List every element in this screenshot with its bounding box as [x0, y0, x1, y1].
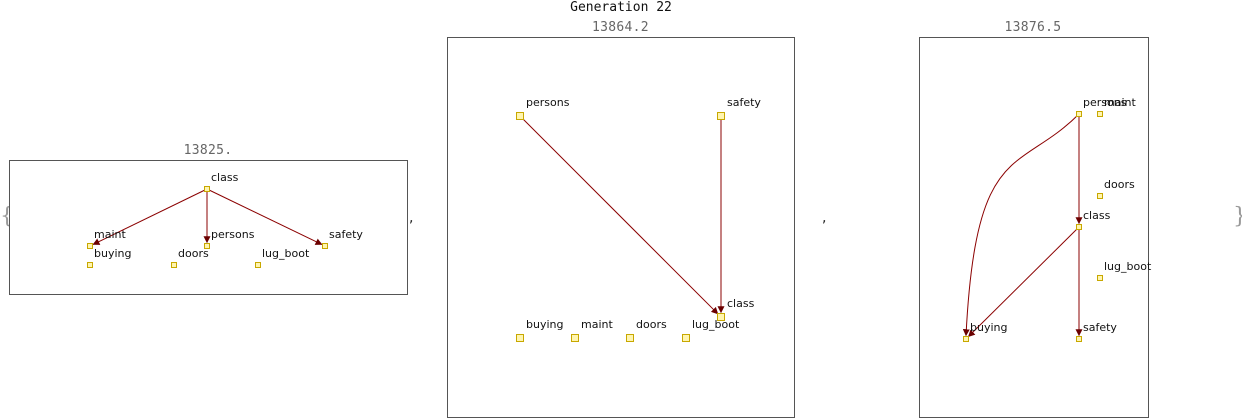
node-lug_boot	[1097, 275, 1103, 281]
node-label-maint: maint	[581, 318, 613, 331]
panel-1-frame	[9, 160, 408, 295]
edge-class-to-buying	[967, 226, 1080, 338]
node-persons	[516, 112, 524, 120]
node-label-buying: buying	[94, 247, 131, 260]
node-buying	[516, 334, 524, 342]
edge-persons-to-buying	[962, 113, 1080, 337]
panel-2-score: 13864.2	[592, 20, 649, 35]
node-label-safety: safety	[329, 228, 363, 241]
node-lug_boot	[682, 334, 690, 342]
close-brace: }	[1233, 204, 1242, 229]
panel-2-frame	[447, 37, 795, 418]
node-class	[717, 313, 725, 321]
node-buying	[87, 262, 93, 268]
node-label-maint: maint	[1104, 96, 1136, 109]
node-safety	[717, 112, 725, 120]
node-doors	[1097, 193, 1103, 199]
panel-2-graph: persons safety class buying maint doors lug_bo…	[516, 96, 761, 342]
node-maint	[571, 334, 579, 342]
node-label-doors: doors	[1104, 178, 1135, 191]
node-persons	[1076, 111, 1082, 117]
node-label-lug_boot: lug_boot	[1104, 260, 1152, 273]
node-lug_boot	[255, 262, 261, 268]
node-label-doors: doors	[178, 247, 209, 260]
node-label-persons: persons	[1083, 96, 1127, 109]
node-label-safety: safety	[1083, 321, 1117, 334]
node-safety	[1076, 336, 1082, 342]
page-title: Generation 22	[570, 0, 672, 15]
node-label-persons: persons	[211, 228, 255, 241]
panel-1-graph: class maint persons safety buying doors lug_bo…	[87, 171, 363, 268]
node-label-buying: buying	[970, 321, 1007, 334]
edge-class-to-maint	[92, 188, 208, 245]
node-class	[1076, 224, 1082, 230]
panel-3-frame	[919, 37, 1149, 418]
node-maint	[1097, 111, 1103, 117]
edge-class-to-safety	[206, 188, 323, 245]
node-label-persons: persons	[526, 96, 570, 109]
node-label-class: class	[211, 171, 239, 184]
node-label-lug_boot: lug_boot	[262, 247, 310, 260]
panel-3-score: 13876.5	[1004, 20, 1062, 35]
separator-comma-2: ,	[822, 210, 827, 226]
node-class	[204, 186, 210, 192]
node-label-class: class	[727, 297, 755, 310]
node-label-maint: maint	[94, 228, 126, 241]
node-doors	[626, 334, 634, 342]
node-buying	[963, 336, 969, 342]
node-doors	[171, 262, 177, 268]
node-persons	[204, 243, 210, 249]
node-safety	[322, 243, 328, 249]
node-label-buying: buying	[526, 318, 563, 331]
edge-persons-to-class	[519, 115, 719, 315]
separator-comma-1: ,	[409, 210, 414, 226]
node-label-class: class	[1083, 209, 1111, 222]
node-label-safety: safety	[727, 96, 761, 109]
node-label-doors: doors	[636, 318, 667, 331]
panel-1-score: 13825.	[183, 143, 233, 158]
node-label-lug_boot: lug_boot	[692, 318, 740, 331]
node-maint	[87, 243, 93, 249]
